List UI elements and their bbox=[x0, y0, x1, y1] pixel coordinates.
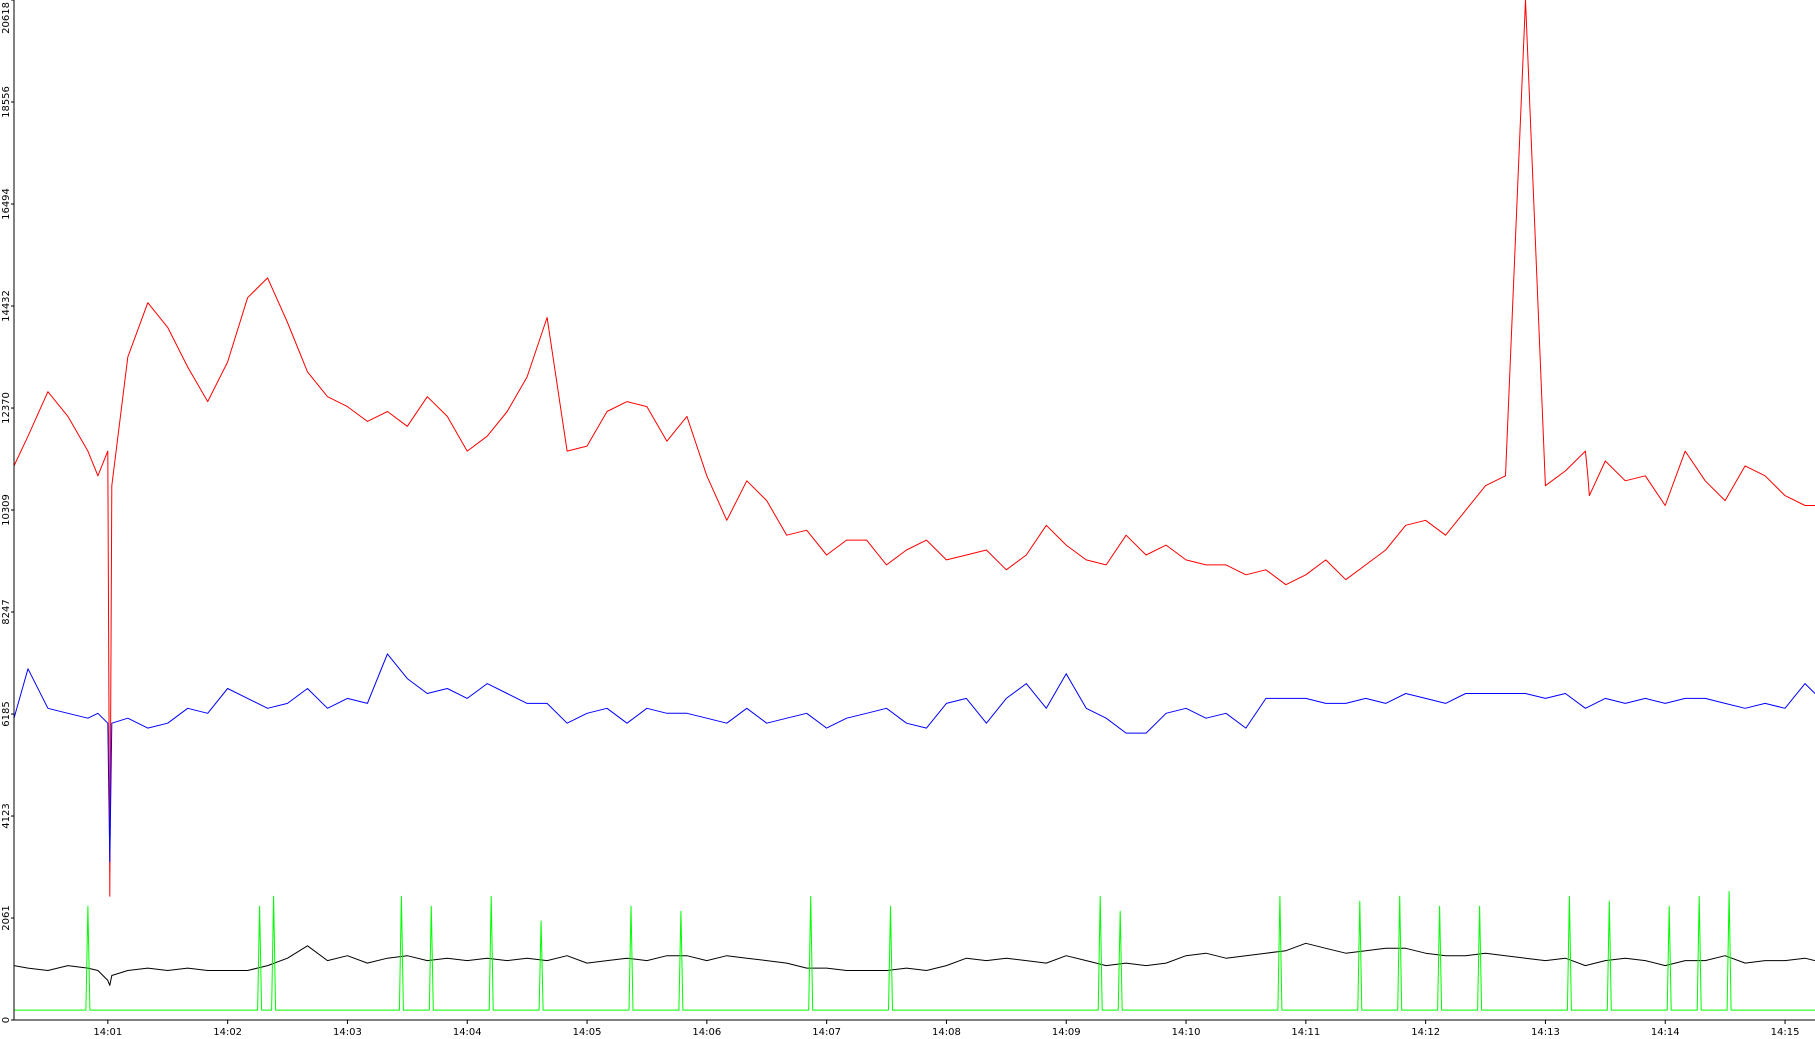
y-tick-label: 18556 bbox=[1, 86, 12, 118]
x-tick-label: 14:10 bbox=[1172, 1027, 1201, 1038]
x-tick-label: 14:07 bbox=[812, 1027, 841, 1038]
y-tick-label: 6185 bbox=[1, 701, 12, 726]
y-tick-label: 8247 bbox=[1, 599, 12, 624]
y-tick-label: 0 bbox=[1, 1017, 12, 1023]
x-tick-label: 14:06 bbox=[692, 1027, 721, 1038]
x-tick-label: 14:14 bbox=[1651, 1027, 1680, 1038]
y-axis-ticks: 0 2061 4123 6185 8247 10309 12370 14432 16494 185… bbox=[1, 0, 14, 1023]
x-tick-label: 14:09 bbox=[1052, 1027, 1081, 1038]
x-tick-label: 14:08 bbox=[932, 1027, 961, 1038]
y-tick-label: 14432 bbox=[1, 290, 12, 322]
series-line-1 bbox=[13, 0, 1815, 897]
y-tick-label: 16494 bbox=[1, 188, 12, 220]
y-tick-label: 20618 bbox=[1, 2, 12, 34]
series-line-3 bbox=[13, 942, 1815, 986]
y-tick-label: 4123 bbox=[1, 803, 12, 828]
y-tick-label: 2061 bbox=[1, 905, 12, 930]
x-tick-label: 14:13 bbox=[1531, 1027, 1560, 1038]
x-tick-label: 14:03 bbox=[333, 1027, 362, 1038]
y-tick-label: 10309 bbox=[1, 494, 12, 526]
x-tick-label: 14:04 bbox=[453, 1027, 482, 1038]
x-tick-label: 14:01 bbox=[93, 1027, 122, 1038]
y-tick-label: 12370 bbox=[1, 392, 12, 424]
x-tick-label: 14:02 bbox=[213, 1027, 242, 1038]
x-tick-label: 14:11 bbox=[1291, 1027, 1320, 1038]
x-axis-ticks: 14:01 14:02 14:03 14:04 14:05 14:06 14:07 14:08… bbox=[93, 1020, 1799, 1038]
series-line-4 bbox=[14, 890, 1815, 1011]
x-tick-label: 14:12 bbox=[1411, 1027, 1440, 1038]
x-tick-label: 14:15 bbox=[1771, 1027, 1800, 1038]
x-tick-label: 14:05 bbox=[573, 1027, 602, 1038]
series-lines bbox=[13, 0, 1815, 1011]
series-line-2 bbox=[13, 653, 1815, 863]
